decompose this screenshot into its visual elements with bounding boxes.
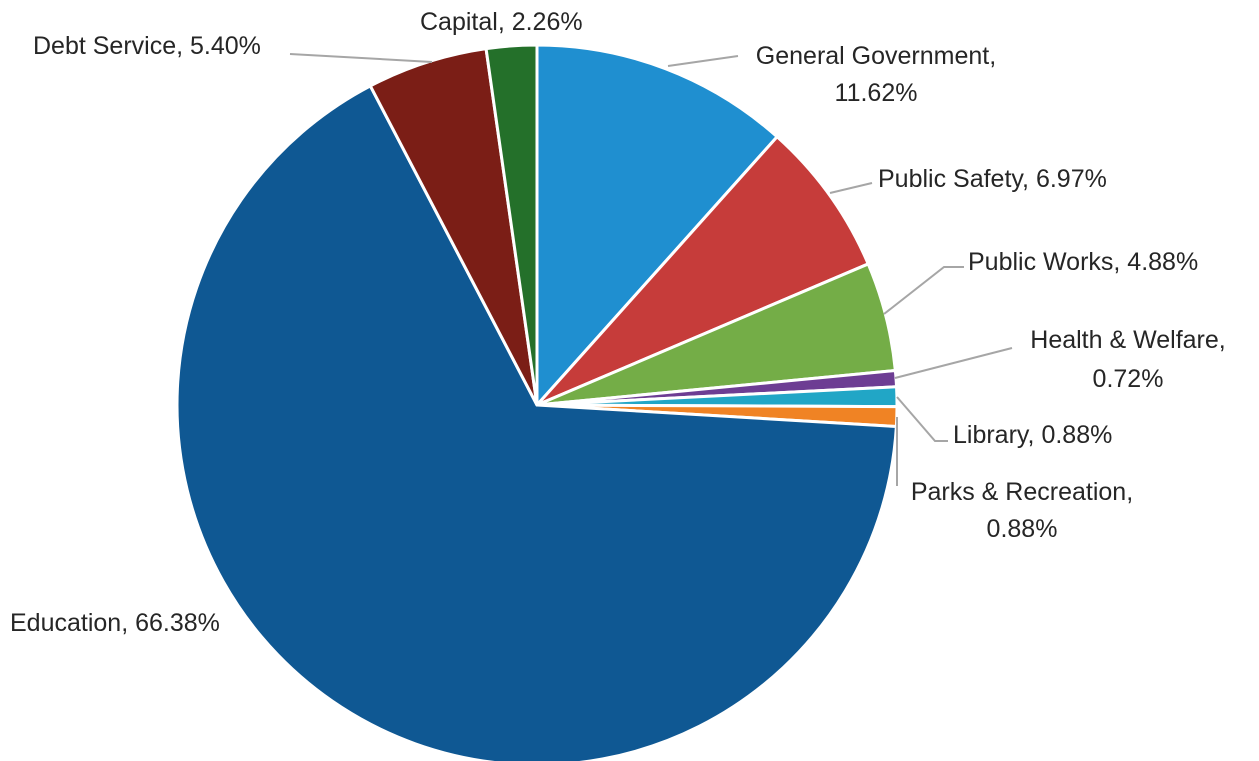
pie-slice-education <box>175 84 898 761</box>
data-labels-layer: General Government, 11.62% Public Safety, … <box>10 8 1226 637</box>
leader-line-public-works <box>883 266 964 315</box>
leader-line-public-safety <box>829 182 873 194</box>
leader-line-health-and-welfare <box>894 347 1013 379</box>
data-label-parks-and-recreation: Parks & Recreation, 0.88% <box>911 478 1133 543</box>
data-label-line: Capital, 2.26% <box>420 8 583 36</box>
data-label-line: Education, 66.38% <box>10 609 220 637</box>
leader-line-debt-service <box>289 53 433 63</box>
data-label-line: 0.72% <box>1093 365 1164 393</box>
data-label-line: Debt Service, 5.40% <box>33 32 261 60</box>
data-label-line: Public Safety, 6.97% <box>878 165 1107 193</box>
data-label-line: 0.88% <box>987 515 1058 543</box>
data-label-line: Health & Welfare, <box>1030 326 1225 354</box>
data-label-line: Library, 0.88% <box>953 421 1112 449</box>
pie-slice-public-safety <box>535 135 870 407</box>
data-label-capital: Capital, 2.26% <box>420 8 583 36</box>
leader-line-general-government <box>667 55 739 67</box>
data-label-line: Parks & Recreation, <box>911 478 1133 506</box>
slices-layer <box>175 43 899 761</box>
data-label-line: General Government, <box>756 42 996 70</box>
data-label-line: Public Works, 4.88% <box>968 248 1198 276</box>
leader-line-library <box>896 396 948 442</box>
data-label-general-government: General Government, 11.62% <box>756 42 996 107</box>
data-label-health-and-welfare: Health & Welfare, 0.72% <box>1030 326 1225 393</box>
data-label-public-works: Public Works, 4.88% <box>968 248 1198 276</box>
data-label-library: Library, 0.88% <box>953 421 1112 449</box>
pie-slice-capital <box>484 43 539 407</box>
leader-lines-layer <box>289 53 1013 486</box>
pie-slice-general-government <box>535 43 779 407</box>
data-label-line: 11.62% <box>835 79 918 107</box>
data-label-debt-service: Debt Service, 5.40% <box>33 32 261 60</box>
data-label-public-safety: Public Safety, 6.97% <box>878 165 1107 193</box>
data-label-education: Education, 66.38% <box>10 609 220 637</box>
